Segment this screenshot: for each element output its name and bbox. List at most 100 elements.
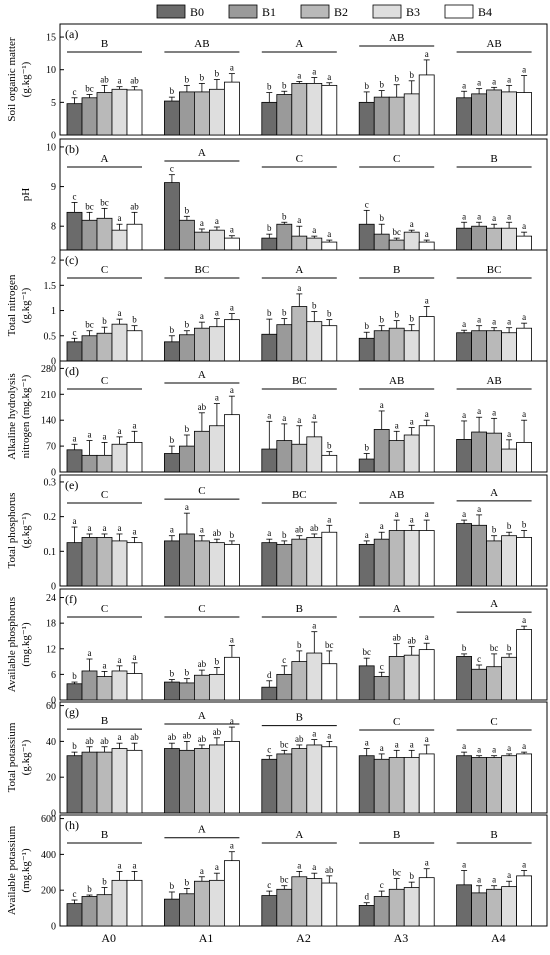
significance-letter: b xyxy=(185,74,190,84)
significance-letter: a xyxy=(462,509,466,519)
bar-a4-b4 xyxy=(516,875,532,927)
group-letter: C xyxy=(198,603,205,615)
significance-letter: ab xyxy=(213,528,222,538)
bar-a0-b1 xyxy=(81,537,98,587)
bar-a0-b3 xyxy=(111,879,128,927)
significance-letter: bc xyxy=(100,197,109,207)
bar-a0-b0 xyxy=(66,341,83,362)
bar-a4-b3 xyxy=(501,886,518,927)
significance-letter: a xyxy=(477,315,481,325)
bar-a1-b2 xyxy=(193,327,210,362)
bar-a4-b1 xyxy=(471,225,488,251)
significance-letter: c xyxy=(365,199,369,209)
significance-letter: b xyxy=(72,741,77,751)
significance-letter: bc xyxy=(85,320,94,330)
significance-letter: a xyxy=(118,213,122,223)
bar-a2-b4 xyxy=(321,882,338,927)
bar-a3-b4 xyxy=(418,753,435,814)
significance-letter: a xyxy=(477,78,481,88)
significance-letter: a xyxy=(267,528,271,538)
bar-a0-b3 xyxy=(111,540,128,587)
bar-a4-b3 xyxy=(501,448,518,473)
bar-a1-b1 xyxy=(178,334,195,362)
bar-a1-b1 xyxy=(178,445,195,473)
significance-letter: a xyxy=(133,526,137,536)
significance-letter: a xyxy=(425,409,429,419)
bar-a4-b3 xyxy=(501,656,518,701)
bar-a2-b1 xyxy=(276,94,293,136)
group-letter: C xyxy=(393,153,400,165)
significance-letter: bc xyxy=(325,640,334,650)
significance-letter: a xyxy=(118,732,122,742)
bar-a1-b1 xyxy=(178,749,195,814)
significance-letter: a xyxy=(118,76,122,86)
bar-a4-b4 xyxy=(516,629,532,701)
bar-a0-b4 xyxy=(126,441,143,473)
significance-letter: b xyxy=(409,70,414,80)
bar-a2-b1 xyxy=(276,543,293,587)
bar-a2-b1 xyxy=(276,673,293,701)
significance-letter: ab xyxy=(168,732,177,742)
bar-a1-b2 xyxy=(193,91,210,136)
bar-a3-b4 xyxy=(418,74,435,136)
bar-a1-b0 xyxy=(163,453,180,473)
bar-a4-b3 xyxy=(501,755,518,814)
bar-a3-b4 xyxy=(418,649,435,701)
bar-a0-b1 xyxy=(81,219,98,251)
bar-a2-b3 xyxy=(306,321,323,362)
group-letter: C xyxy=(101,489,108,501)
significance-letter: b xyxy=(132,315,137,325)
bar-a4-b0 xyxy=(456,97,473,136)
significance-letter: a xyxy=(73,433,77,443)
y-axis-label: (g.kg⁻¹) xyxy=(20,61,32,97)
significance-letter: a xyxy=(425,858,429,868)
bar-a0-b1 xyxy=(81,751,98,814)
bar-a2-b3 xyxy=(306,537,323,587)
significance-letter: ab xyxy=(310,523,319,533)
bar-a0-b1 xyxy=(81,454,98,473)
x-category-label-a0: A0 xyxy=(101,931,116,945)
group-letter: AB xyxy=(389,32,404,44)
significance-letter: b xyxy=(230,530,235,540)
panel-tag: (a) xyxy=(65,27,78,41)
significance-letter: a xyxy=(282,413,286,423)
bar-a1-b3 xyxy=(208,879,225,927)
bar-a2-b2 xyxy=(291,443,308,473)
group-letter: C xyxy=(101,375,108,387)
bar-a1-b0 xyxy=(163,898,180,927)
bar-a1-b4 xyxy=(223,81,240,136)
significance-letter: a xyxy=(327,730,331,740)
x-category-label-a3: A3 xyxy=(394,931,409,945)
group-letter: A xyxy=(198,824,206,836)
bar-a2-b2 xyxy=(291,83,308,136)
group-letter: C xyxy=(101,603,108,615)
group-letter: C xyxy=(101,264,108,276)
significance-letter: bc xyxy=(490,643,499,653)
significance-letter: c xyxy=(73,327,77,337)
bar-a2-b4 xyxy=(321,746,338,814)
y-tick-label: 1 xyxy=(51,306,56,317)
significance-letter: a xyxy=(230,716,234,726)
legend-swatch-b0 xyxy=(156,4,186,19)
legend-label-b4: B4 xyxy=(478,5,492,19)
significance-letter: ab xyxy=(407,636,416,646)
group-letter: BC xyxy=(292,375,307,387)
bar-a1-b1 xyxy=(178,91,195,136)
bar-a1-b3 xyxy=(208,425,225,473)
bar-a1-b1 xyxy=(178,893,195,927)
y-tick-label: 8 xyxy=(51,222,56,233)
bar-a4-b2 xyxy=(486,666,503,701)
bar-a1-b0 xyxy=(163,182,180,251)
bar-a2-b2 xyxy=(291,748,308,814)
significance-letter: b xyxy=(364,321,369,331)
significance-letter: a xyxy=(380,521,384,531)
significance-letter: a xyxy=(522,741,526,751)
y-tick-label: 0 xyxy=(51,357,56,368)
bar-a2-b4 xyxy=(321,325,338,362)
group-letter: A xyxy=(295,829,303,841)
bar-a2-b2 xyxy=(291,538,308,587)
y-tick-label: 0 xyxy=(51,582,56,593)
significance-letter: ab xyxy=(100,74,109,84)
panel-tag: (h) xyxy=(65,818,79,832)
